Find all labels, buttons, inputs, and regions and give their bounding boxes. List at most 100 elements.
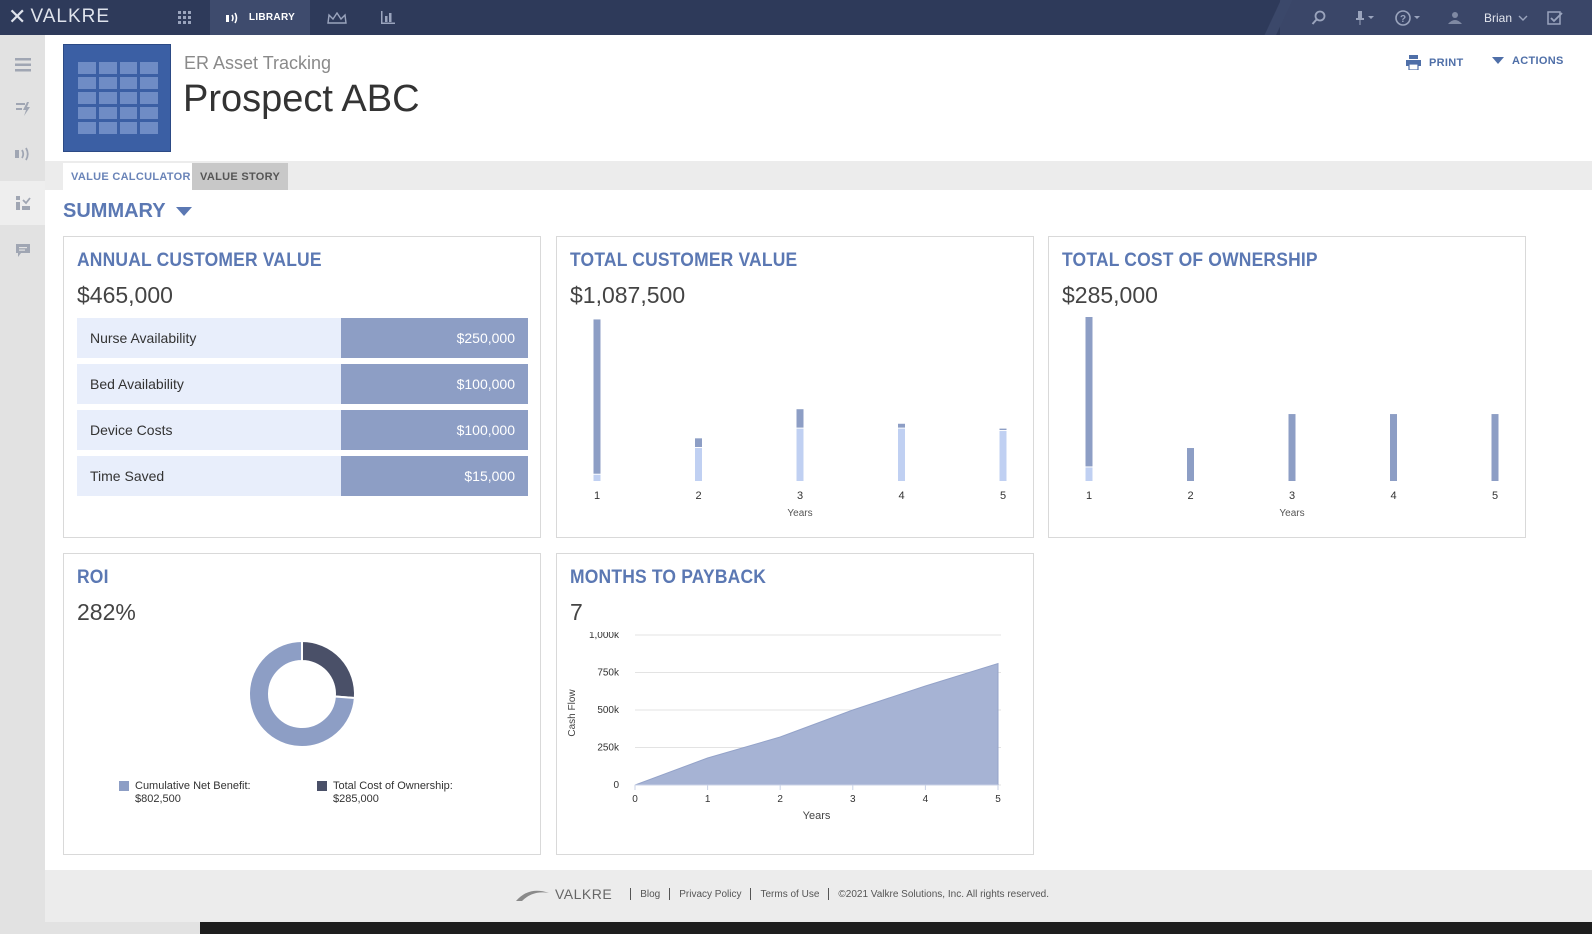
summary-label: SUMMARY	[63, 200, 166, 222]
donut-slice	[248, 639, 356, 748]
card-title: ANNUAL CUSTOMER VALUE	[77, 250, 322, 271]
value-row: Time Saved $15,000	[77, 456, 528, 496]
broadcast-icon	[225, 12, 238, 23]
help-icon: ?	[1395, 9, 1420, 26]
bottom-strip-left	[0, 922, 200, 934]
valkre-logo[interactable]: ✕ VALKRE	[8, 4, 110, 30]
footer-link-blog[interactable]: Blog	[640, 888, 661, 900]
bar	[695, 438, 702, 448]
search-icon	[1311, 10, 1326, 25]
sidebar-item-comments[interactable]	[0, 228, 45, 272]
bar	[1390, 414, 1397, 481]
legend-value: $285,000	[333, 793, 379, 805]
user-menu[interactable]: Brian	[1484, 0, 1529, 35]
tcv-bar-chart: 1 2 3 4 5 Years	[593, 319, 1007, 519]
caret-down-icon	[175, 207, 192, 216]
legend-item: Total Cost of Ownership: $285,000	[317, 780, 453, 806]
y-tick-label: 0	[613, 780, 619, 791]
card-months-to-payback: MONTHS TO PAYBACK 7 0 250k 500k 750k 1,000k 0…	[556, 553, 1034, 855]
calculator-icon	[15, 196, 31, 210]
bottom-strip	[0, 922, 1592, 934]
y-tick-label: 1,000k	[589, 632, 620, 641]
card-total-cost-of-ownership: TOTAL COST OF OWNERSHIP $285,000 1 2 3 4 5 Ye…	[1048, 236, 1526, 538]
comment-icon	[15, 243, 30, 257]
card-total-customer-value: TOTAL CUSTOMER VALUE $1,087,500 1 2 3 4 5 Yea…	[556, 236, 1034, 538]
search-button[interactable]	[1304, 0, 1334, 35]
card-title: TOTAL COST OF OWNERSHIP	[1062, 250, 1318, 271]
pin-icon	[1356, 10, 1374, 25]
lightning-icon	[15, 102, 30, 116]
card-value: 282%	[77, 599, 136, 625]
value-row-amount: $100,000	[341, 364, 528, 404]
footer-separator	[828, 888, 830, 900]
value-row: Device Costs $100,000	[77, 410, 528, 450]
topbar-right-panel	[1280, 0, 1592, 35]
topbar-divider	[1250, 0, 1310, 35]
valkre-x-icon: ✕	[8, 4, 27, 30]
value-row-amount: $15,000	[341, 456, 528, 496]
summary-toggle[interactable]: SUMMARY	[63, 200, 192, 223]
broadcast-icon	[14, 147, 29, 161]
print-button[interactable]: PRINT	[1406, 55, 1464, 70]
legend-item: Cumulative Net Benefit: $802,500	[119, 780, 251, 806]
x-tick-label: 3	[850, 794, 856, 805]
bar	[695, 448, 702, 481]
bar	[1187, 448, 1194, 481]
x-axis-label: Years	[1279, 508, 1304, 519]
tab-value-calculator[interactable]: VALUE CALCULATOR	[63, 163, 199, 190]
card-roi: ROI 282% Cumulative Net Benefit: $802,50…	[63, 553, 541, 855]
y-tick-label: 750k	[597, 668, 620, 679]
tab-strip: VALUE CALCULATOR VALUE STORY	[45, 161, 1592, 190]
footer-separator	[750, 888, 752, 900]
x-tick-label: 1	[594, 490, 600, 502]
sidebar-item-value[interactable]	[0, 181, 45, 225]
tab-value-story[interactable]: VALUE STORY	[192, 163, 289, 190]
sidebar-item-library[interactable]	[0, 132, 45, 176]
value-row-label: Device Costs	[77, 410, 341, 450]
x-axis-label: Years	[787, 508, 812, 519]
admin-button[interactable]	[1440, 0, 1470, 35]
admin-icon	[1448, 11, 1462, 24]
footer-separator	[669, 888, 671, 900]
sidebar-item-quick[interactable]	[0, 87, 45, 131]
bar	[1085, 317, 1093, 467]
x-tick-label: 5	[1492, 490, 1498, 502]
nav-library[interactable]: LIBRARY	[210, 0, 310, 35]
x-tick-label: 2	[777, 794, 783, 805]
payback-area-chart: 0 250k 500k 750k 1,000k 0 1 2 3 4 5 Years Cash Flow	[567, 632, 1001, 822]
page-subtitle: ER Asset Tracking	[184, 53, 332, 73]
card-title: TOTAL CUSTOMER VALUE	[570, 250, 798, 271]
legend-label: Cumulative Net Benefit:	[135, 780, 251, 792]
tasks-button[interactable]	[1538, 0, 1572, 35]
footer-link-privacy[interactable]: Privacy Policy	[679, 888, 742, 900]
user-name: Brian	[1484, 10, 1513, 25]
legend-swatch	[317, 781, 327, 791]
y-tick-label: 500k	[597, 705, 620, 716]
help-menu[interactable]: ?	[1394, 0, 1424, 35]
crown-icon	[327, 11, 347, 24]
x-tick-label: 1	[705, 794, 711, 805]
bar-chart-icon	[381, 11, 395, 24]
bar	[898, 428, 905, 481]
footer-link-terms[interactable]: Terms of Use	[760, 888, 820, 900]
chevron-down-icon	[1518, 15, 1528, 21]
nav-grid[interactable]	[167, 0, 203, 35]
left-sidebar	[0, 35, 45, 934]
sidebar-menu[interactable]	[0, 43, 45, 87]
nav-reports[interactable]	[370, 0, 406, 35]
x-tick-label: 4	[1390, 490, 1396, 502]
tco-bar-chart: 1 2 3 4 5 Years	[1085, 317, 1499, 519]
bar	[1085, 467, 1093, 481]
actions-button[interactable]: ACTIONS	[1492, 55, 1564, 67]
x-tick-label: 3	[797, 490, 803, 502]
footer-logo[interactable]: VALKRE	[515, 886, 612, 902]
pin-menu[interactable]	[1350, 0, 1380, 35]
caret-down-icon	[1492, 57, 1504, 64]
tab-value-story-label: VALUE STORY	[200, 170, 281, 183]
nav-crown[interactable]	[318, 0, 356, 35]
card-value: $1,087,500	[570, 282, 686, 308]
bar	[796, 409, 804, 428]
printer-icon	[1406, 55, 1421, 70]
footer-separator	[630, 888, 632, 900]
nav-library-label: LIBRARY	[248, 12, 296, 23]
